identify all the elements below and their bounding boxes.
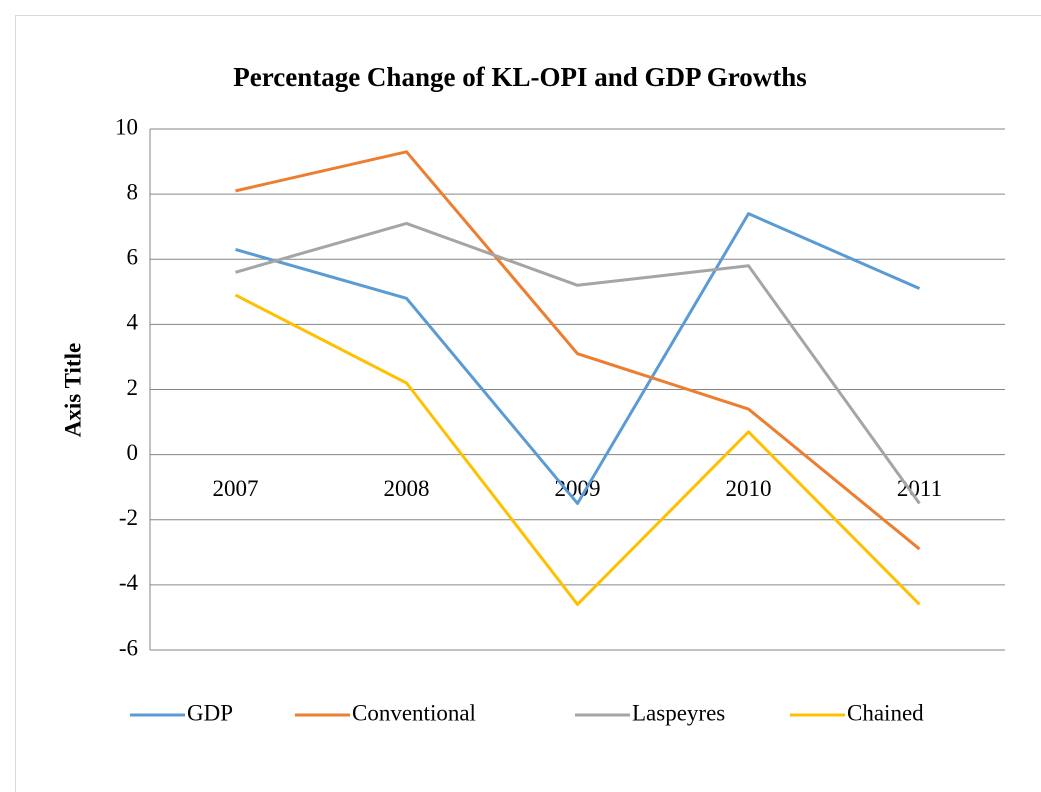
chart-title: Percentage Change of KL-OPI and GDP Grow… bbox=[233, 62, 807, 92]
x-tick-label: 2009 bbox=[555, 476, 601, 501]
x-tick-label: 2010 bbox=[726, 476, 772, 501]
legend-label: GDP bbox=[187, 700, 233, 725]
y-tick-label: 10 bbox=[115, 114, 138, 139]
series-line bbox=[235, 150, 921, 551]
y-tick-label: -6 bbox=[119, 635, 138, 660]
y-axis-title: Axis Title bbox=[60, 343, 85, 437]
series-line bbox=[234, 293, 921, 606]
y-tick-label: 0 bbox=[127, 440, 139, 465]
y-tick-label: 6 bbox=[127, 245, 139, 270]
legend-label: Chained bbox=[847, 700, 924, 725]
series-line bbox=[235, 221, 921, 505]
legend-label: Laspeyres bbox=[632, 700, 725, 725]
legend-label: Conventional bbox=[352, 700, 476, 725]
chart-border bbox=[15, 15, 1041, 792]
x-tick-label: 2008 bbox=[384, 476, 430, 501]
y-tick-label: 8 bbox=[127, 179, 139, 204]
y-tick-label: -2 bbox=[119, 505, 138, 530]
series-line bbox=[235, 212, 921, 505]
y-tick-label: -4 bbox=[119, 570, 139, 595]
x-tick-label: 2007 bbox=[213, 476, 259, 501]
y-tick-label: 4 bbox=[127, 310, 139, 335]
y-tick-label: 2 bbox=[127, 375, 139, 400]
